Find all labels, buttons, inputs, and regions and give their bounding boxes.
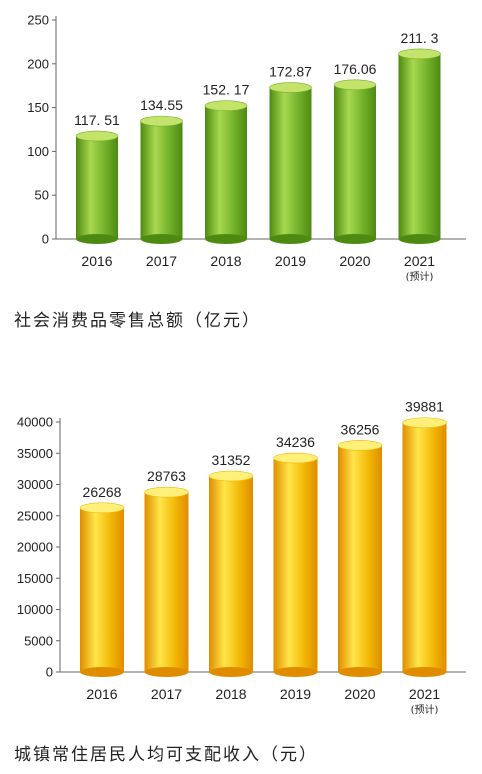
bar-base <box>140 234 183 244</box>
y-tick-label: 100 <box>27 144 49 159</box>
bar-top <box>75 130 119 142</box>
bar-top <box>269 82 312 93</box>
data-label: 28763 <box>147 468 186 484</box>
bar-2019 <box>269 82 312 244</box>
y-tick-label: 5000 <box>24 633 53 648</box>
data-label: 172.87 <box>269 64 312 80</box>
data-label: 36256 <box>341 421 380 437</box>
bar-body <box>144 492 189 672</box>
data-label: 134.55 <box>140 97 183 113</box>
retail-sales-chart-title: 社会消费品零售总额（亿元） <box>14 311 261 331</box>
data-label: 117. 51 <box>74 112 120 128</box>
bar-2017 <box>144 486 189 677</box>
bar-top <box>398 48 441 60</box>
data-label: 211. 3 <box>401 30 439 46</box>
x-tick-label: 2018 <box>215 686 246 702</box>
x-tick-label: 2019 <box>275 253 306 269</box>
bar-base <box>398 234 441 244</box>
bar-top <box>140 115 183 127</box>
x-tick-label: 2016 <box>86 686 117 702</box>
bar-base <box>76 234 118 244</box>
x-tick-label: 2021 <box>404 253 435 269</box>
y-tick-label: 150 <box>27 100 49 115</box>
x-tick-note: (预计) <box>411 703 439 716</box>
bar-top <box>204 100 248 111</box>
data-label: 34236 <box>276 434 315 450</box>
bar-base <box>269 234 312 244</box>
bar-base <box>338 667 382 677</box>
x-tick-label: 2021 <box>409 686 440 702</box>
bar-2019 <box>273 452 318 677</box>
data-label: 31352 <box>212 452 251 468</box>
bar-2016 <box>75 130 119 244</box>
data-label: 39881 <box>405 399 444 415</box>
y-tick-label: 15000 <box>17 571 53 586</box>
bar-2018 <box>204 100 248 244</box>
x-tick-label: 2018 <box>210 253 241 269</box>
bar-top <box>333 79 377 91</box>
bar-top <box>79 502 125 514</box>
y-tick-label: 20000 <box>17 540 53 555</box>
income-chart-title: 城镇常住居民人均可支配收入（元） <box>14 745 318 765</box>
bar-body <box>269 87 312 239</box>
x-tick-label: 2019 <box>280 686 311 702</box>
y-tick-label: 0 <box>42 232 49 247</box>
bar-top <box>337 440 383 451</box>
bar-top <box>402 417 447 429</box>
bar-body <box>76 136 118 239</box>
bar-body <box>402 422 447 672</box>
x-tick-label: 2017 <box>146 253 177 269</box>
bar-body <box>140 121 183 239</box>
data-label: 26268 <box>83 484 122 500</box>
bar-2021 <box>398 48 441 244</box>
bar-body <box>80 507 124 672</box>
bar-2017 <box>140 115 183 244</box>
x-tick-note: (预计) <box>406 270 434 283</box>
y-tick-label: 200 <box>27 56 49 71</box>
bar-body <box>338 445 382 672</box>
bar-body <box>398 53 441 239</box>
bar-2021 <box>402 417 447 677</box>
y-tick-label: 40000 <box>17 415 53 430</box>
y-tick-label: 35000 <box>17 446 53 461</box>
bar-base <box>209 667 253 677</box>
bar-2020 <box>333 79 377 244</box>
bar-body <box>209 476 253 672</box>
y-tick-label: 250 <box>27 13 49 28</box>
bar-top <box>208 470 254 482</box>
bar-top <box>144 486 189 498</box>
bar-base <box>144 667 189 677</box>
bar-base <box>273 667 318 677</box>
x-tick-label: 2017 <box>151 686 182 702</box>
bar-body <box>273 458 318 672</box>
bar-2018 <box>208 470 254 677</box>
bar-base <box>205 234 247 244</box>
x-tick-label: 2020 <box>339 253 370 269</box>
bar-body <box>205 105 247 239</box>
y-tick-label: 50 <box>35 188 49 203</box>
bar-2020 <box>337 440 383 677</box>
bar-base <box>80 667 124 677</box>
data-label: 152. 17 <box>203 82 250 98</box>
bar-base <box>334 234 376 244</box>
x-tick-label: 2020 <box>344 686 375 702</box>
x-tick-label: 2016 <box>81 253 112 269</box>
data-label: 176.06 <box>334 61 377 77</box>
y-tick-label: 25000 <box>17 508 53 523</box>
bar-body <box>334 84 376 239</box>
retail-sales-chart: 0 50 100 150 200 250 117. 51 2016 134.55 2017 152.… <box>27 13 466 283</box>
bar-2016 <box>79 502 125 677</box>
y-tick-label: 10000 <box>17 602 53 617</box>
bar-base <box>402 667 447 677</box>
y-tick-label: 30000 <box>17 477 53 492</box>
income-chart: 0 5000 10000 15000 20000 25000 30000 35000 40000… <box>17 399 466 716</box>
bar-top <box>273 452 318 464</box>
y-tick-label: 0 <box>46 665 53 680</box>
